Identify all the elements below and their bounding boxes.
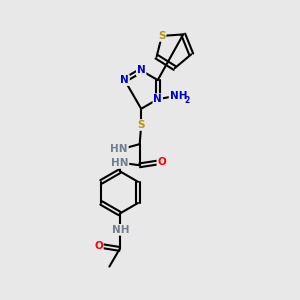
Text: NH: NH [112, 225, 130, 235]
Text: S: S [137, 120, 145, 130]
Text: N: N [153, 94, 162, 104]
Text: O: O [158, 158, 166, 167]
Text: HN: HN [111, 158, 128, 168]
Text: N: N [137, 65, 146, 76]
Text: O: O [94, 241, 103, 251]
Text: S: S [158, 31, 166, 41]
Text: HN: HN [110, 143, 128, 154]
Text: N: N [120, 75, 129, 85]
Text: 2: 2 [184, 96, 189, 105]
Text: NH: NH [169, 91, 187, 101]
